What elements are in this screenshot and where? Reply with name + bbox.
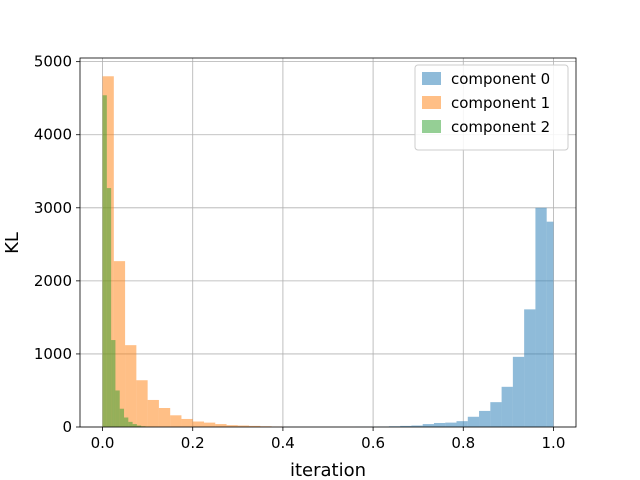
histogram-bar xyxy=(170,415,182,427)
x-tick-label: 0.2 xyxy=(181,434,205,452)
legend-frame xyxy=(414,64,569,151)
x-tick-label: 0.6 xyxy=(361,434,385,452)
histogram-bars xyxy=(102,76,554,427)
legend-swatch xyxy=(422,120,441,133)
histogram-bar xyxy=(119,408,125,427)
y-axis-label: KL xyxy=(2,232,23,254)
histogram-bar xyxy=(158,408,171,427)
x-tick-label: 0.4 xyxy=(271,434,295,452)
histogram-bar xyxy=(512,356,525,427)
histogram-bar xyxy=(102,95,107,427)
histogram-bar xyxy=(479,410,491,427)
x-axis-label: iteration xyxy=(290,460,366,480)
histogram-bar xyxy=(204,422,216,427)
y-tick-label: 1000 xyxy=(34,345,72,363)
legend: component 0 component 1 component 2 xyxy=(414,64,569,151)
histogram-bar xyxy=(128,421,133,427)
legend-label: component 2 xyxy=(451,118,550,136)
legend-label: component 1 xyxy=(451,94,550,112)
legend-swatch xyxy=(422,96,441,109)
histogram-bar xyxy=(456,421,468,427)
y-tick-label: 5000 xyxy=(34,53,72,71)
y-axis: 0 1000 2000 3000 4000 5000 xyxy=(34,53,80,436)
x-tick-label: 0.8 xyxy=(451,434,475,452)
plot-frame xyxy=(79,57,577,428)
histogram-bar xyxy=(249,425,261,427)
histogram-bar xyxy=(115,390,120,427)
legend-swatch xyxy=(422,72,441,85)
histogram-bar xyxy=(445,422,457,427)
histogram-bar xyxy=(535,207,547,427)
histogram-bar xyxy=(111,340,116,427)
histogram-bar xyxy=(467,416,480,427)
histogram-bar xyxy=(125,345,137,427)
histogram-bar xyxy=(136,380,148,427)
histogram-bar xyxy=(132,424,137,427)
histogram-bar xyxy=(147,399,159,427)
histogram-bar xyxy=(400,425,412,427)
y-tick-label: 3000 xyxy=(34,199,72,217)
histogram-bar xyxy=(192,421,204,427)
histogram-bar xyxy=(226,425,238,427)
histogram-bar xyxy=(433,422,446,427)
histogram-bar xyxy=(124,417,129,427)
histogram-bar xyxy=(181,418,193,427)
histogram-bar xyxy=(106,188,112,427)
histogram-bar xyxy=(113,261,126,427)
histogram-bar xyxy=(524,309,536,427)
histogram-bar xyxy=(411,425,423,427)
histogram-bar xyxy=(136,425,142,427)
histogram-bar xyxy=(215,424,227,427)
legend-label: component 0 xyxy=(451,70,550,88)
histogram-bar xyxy=(237,425,250,427)
x-tick-label: 1.0 xyxy=(542,434,566,452)
histogram-bar xyxy=(501,386,513,427)
y-tick-label: 4000 xyxy=(34,126,72,144)
series-0-bars xyxy=(355,207,554,427)
y-tick-label: 0 xyxy=(62,418,72,436)
y-tick-label: 2000 xyxy=(34,272,72,290)
x-axis: 0.0 0.2 0.4 0.6 0.8 1.0 xyxy=(91,427,566,452)
histogram-bar xyxy=(490,402,502,427)
histogram-bar xyxy=(546,221,554,427)
histogram-bar xyxy=(422,424,434,427)
x-tick-label: 0.0 xyxy=(91,434,115,452)
